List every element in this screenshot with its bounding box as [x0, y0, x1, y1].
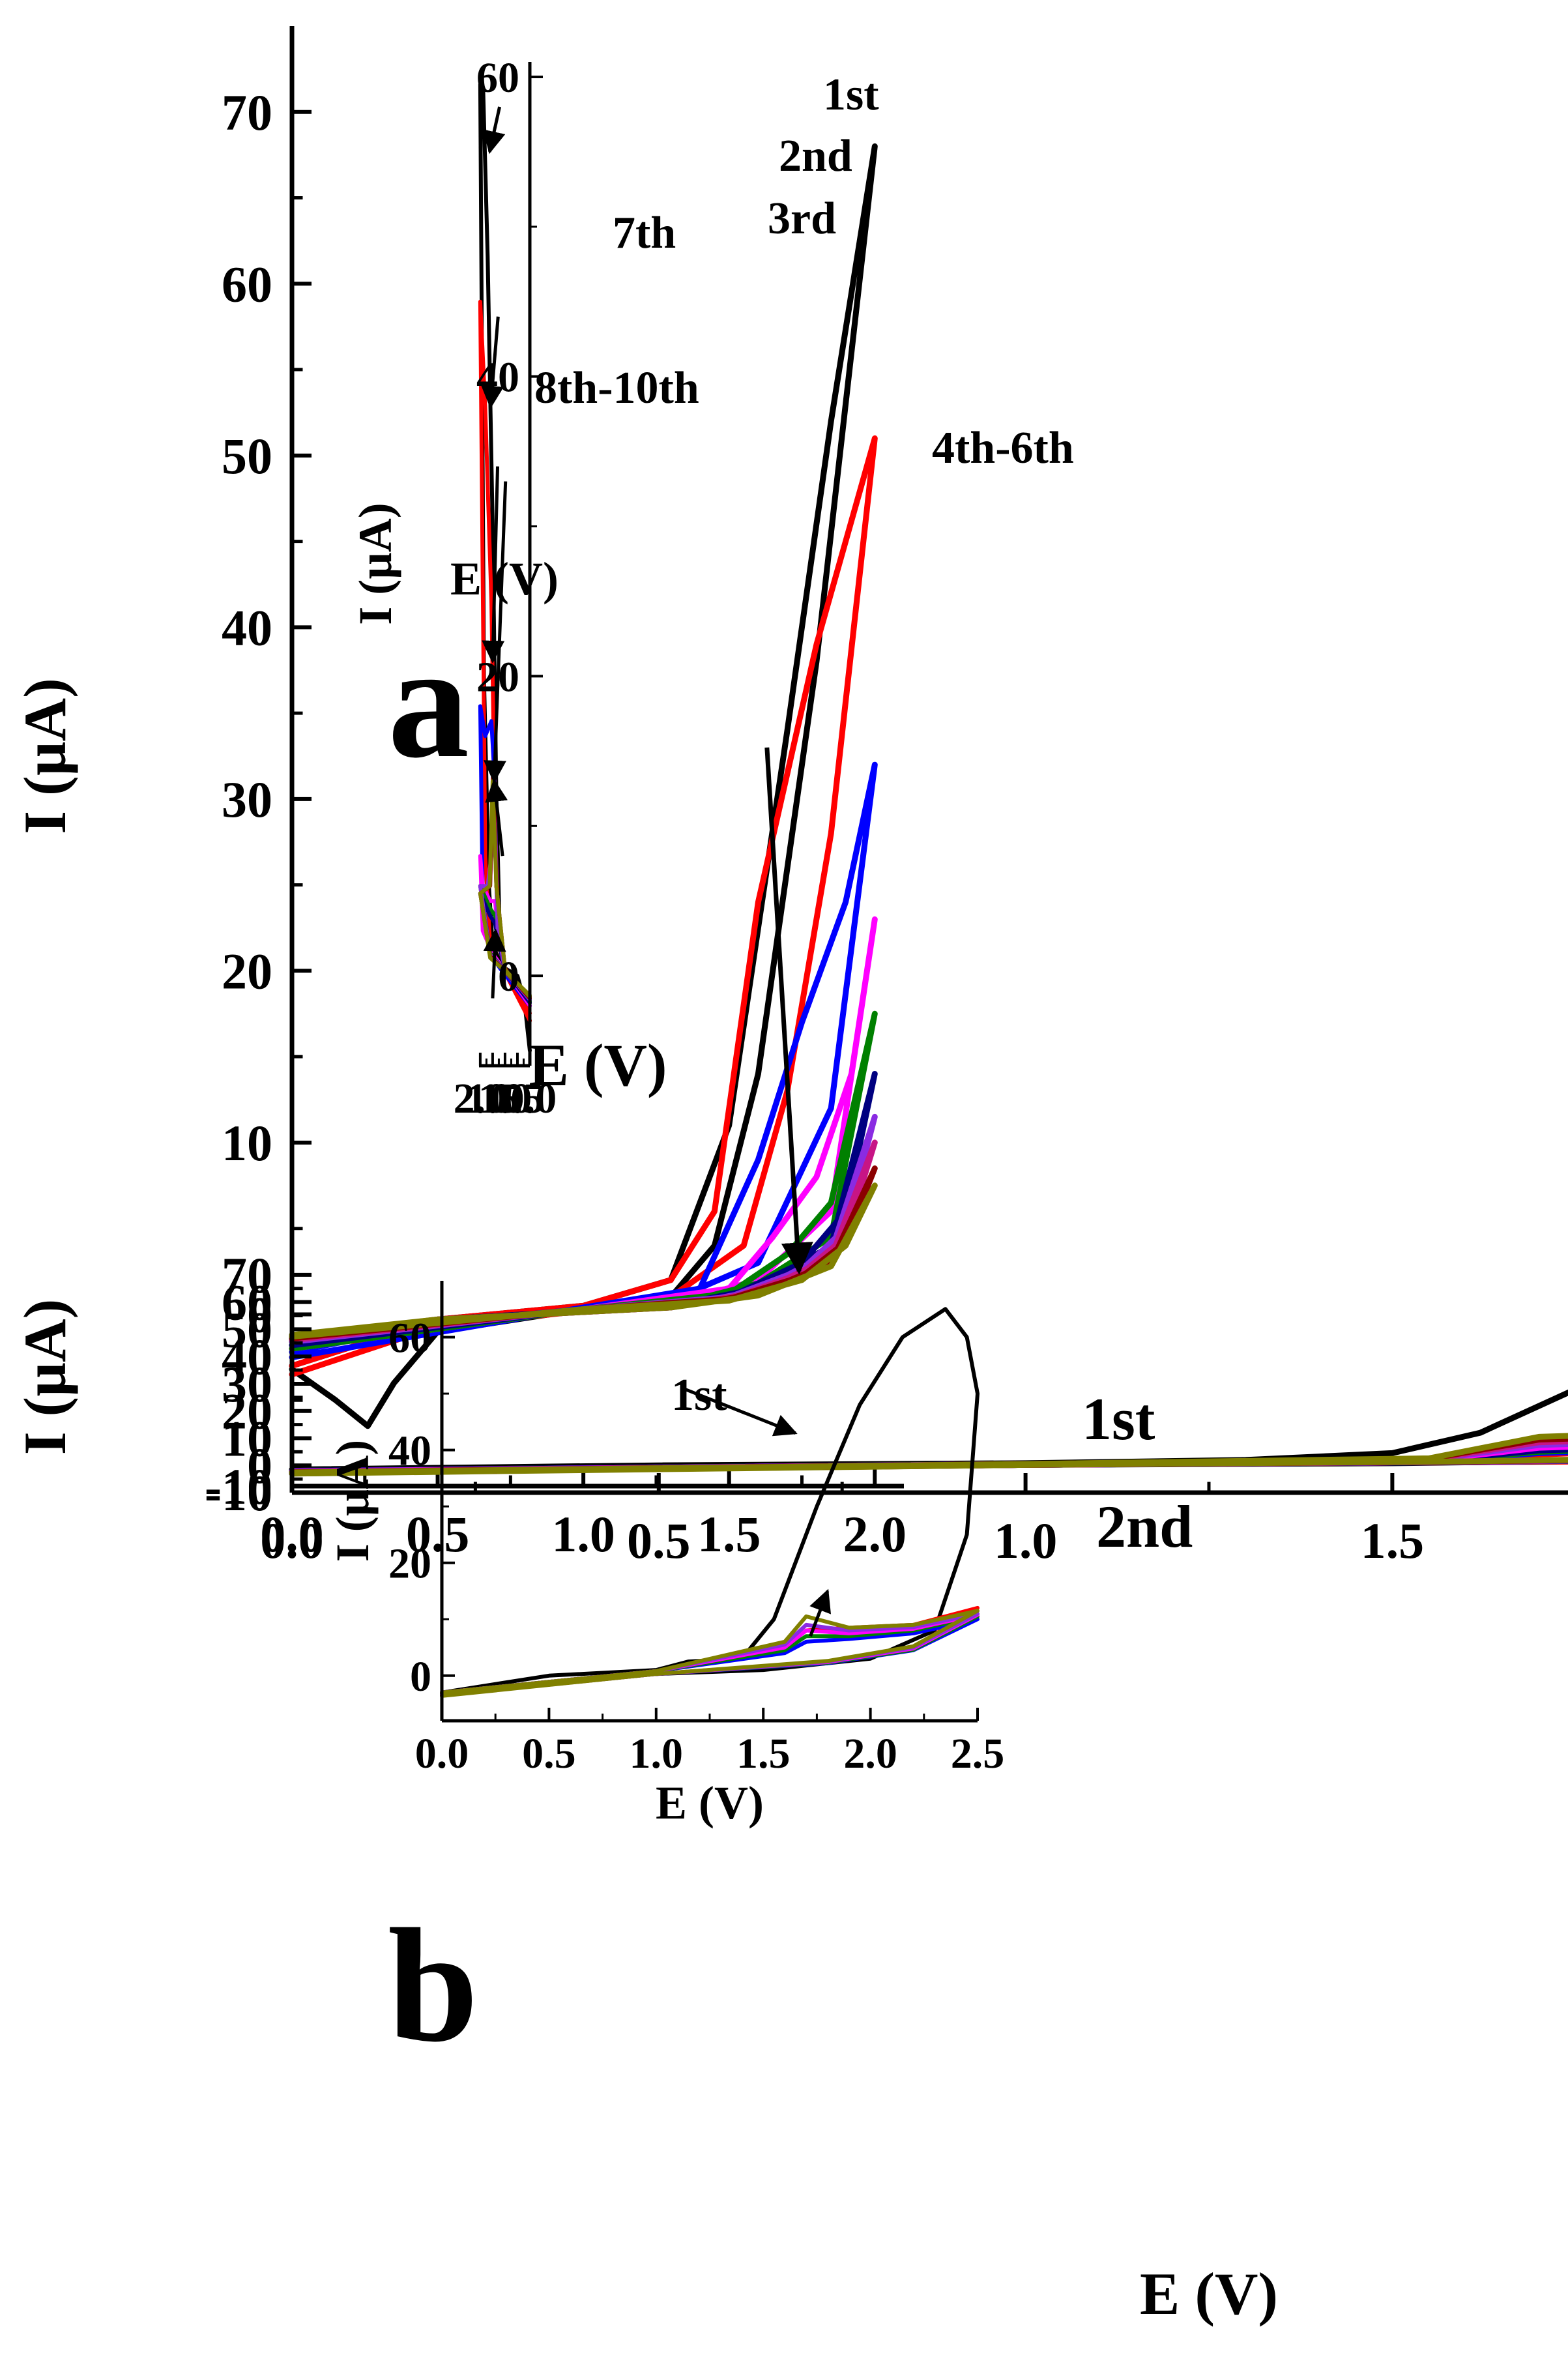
panel-a-x-tick-label: 2.0: [843, 1506, 907, 1562]
panel-b-x-tick-label: 0.5: [627, 1512, 691, 1569]
panel-a-y-tick-label: 50: [222, 428, 272, 484]
panel-b-x-tick-label: 1.5: [1361, 1512, 1425, 1569]
inset-b-series-1st: [440, 1307, 980, 1698]
inset-a-x-tick-label: 2.0: [454, 1075, 508, 1122]
panel-a-y-tick-label: 60: [222, 256, 272, 312]
inset-a-annotation-arrow-2nd: [481, 316, 504, 409]
panel-a-letter: a: [388, 611, 469, 792]
inset-b-label-1st: 1st: [671, 1370, 727, 1420]
inset-a-y-axis-label: I (µA): [349, 503, 401, 624]
inset-a-x-tick-label: 0.0: [503, 1075, 557, 1122]
panel-a-y-tick-label: 70: [222, 84, 272, 141]
inset-a-annotation-arrow-7th: [483, 481, 508, 783]
panel-b-x-tick-label: 1.0: [994, 1512, 1058, 1569]
panel-a-inset-plot: 0.00.51.01.52.00204060E (V)I (µA): [349, 54, 559, 1122]
inset-a-annotation-arrow-4th-6th: [483, 928, 506, 999]
panel-a-annotation-arrow-unlabeled-0: [764, 747, 813, 1275]
panel-b-y-tick-label: -10: [205, 1465, 272, 1521]
inset-a-label-3rd: 3rd: [768, 194, 836, 244]
panel-a-x-axis-label: E (V): [529, 1032, 667, 1098]
panel-b-y-tick-label: 60: [222, 1274, 272, 1331]
inset-b-x-tick-label: 2.5: [951, 1730, 1005, 1777]
inset-b-x-tick-label: 0.0: [415, 1730, 469, 1777]
panel-b-y-axis-label: I (µA): [12, 1299, 78, 1455]
inset-b-x-tick-label: 2.0: [843, 1730, 897, 1777]
panel-b-x-axis-label: E (V): [1140, 2260, 1278, 2327]
panel-b-y-tick-label: 10: [222, 1410, 272, 1467]
inset-a-annotation-arrow-1st: [483, 106, 506, 154]
panel-a-x-tick-label: 1.0: [551, 1506, 615, 1562]
panel-a-y-tick-label: -10: [205, 1458, 272, 1515]
panel-a-x-tick-label: 1.5: [697, 1506, 761, 1562]
inset-b-annotation-arrow-unlabeled-1: [809, 1588, 832, 1637]
inset-a-label-7th: 7th: [613, 208, 676, 258]
inset-a-annotation-arrow-3rd: [482, 466, 505, 664]
panel-b-x-tick-label: 0.0: [260, 1512, 324, 1569]
panel-b-label-2nd: 2nd: [1096, 1493, 1193, 1560]
inset-a-x-axis-label: E (V): [450, 553, 559, 605]
inset-a-x-tick-label: 1.0: [478, 1075, 532, 1122]
inset-a-y-tick-label: 0: [498, 953, 519, 1001]
inset-b-y-tick-label: 60: [388, 1315, 431, 1362]
inset-b-y-tick-label: 40: [388, 1427, 431, 1475]
panel-a-y-axis-label: I (µA): [12, 678, 78, 834]
inset-a-y-tick-label: 40: [476, 354, 519, 402]
inset-b-x-axis-label: E (V): [656, 1777, 764, 1829]
panel-a-x-tick-label: 0.0: [260, 1506, 324, 1562]
panel-b-y-tick-label: 30: [222, 1356, 272, 1412]
panel-a-y-tick-label: 20: [222, 943, 272, 999]
panel-a-y-tick-label: 10: [222, 1115, 272, 1171]
panel-a-y-tick-label: 0: [247, 1286, 272, 1343]
inset-a-annotation-arrow-8th-10th: [485, 778, 508, 856]
inset-a-x-tick-label: 0.5: [491, 1075, 545, 1122]
panel-b-series-10th: [289, 1433, 1568, 1477]
panel-b-y-tick-label: 50: [222, 1301, 272, 1358]
inset-a-label-4th-6th: 4th-6th: [932, 423, 1074, 473]
panel-b-series-1st: [289, 1389, 1568, 1477]
panel-b-y-tick-label: 70: [222, 1247, 272, 1304]
inset-b-x-tick-label: 1.0: [630, 1730, 684, 1777]
panel-a-y-tick-label: 40: [222, 599, 272, 656]
panel-a-y-tick-label: 30: [222, 771, 272, 828]
inset-b-x-tick-label: 1.5: [736, 1730, 791, 1777]
inset-a-label-8th-10th: 8th-10th: [534, 363, 699, 413]
inset-b-y-tick-label: 20: [388, 1540, 431, 1588]
inset-a-x-tick-label: 1.5: [466, 1075, 520, 1122]
panel-b-y-tick-label: 40: [222, 1328, 272, 1385]
inset-a-y-tick-label: 60: [476, 54, 519, 102]
panel-b-letter: b: [388, 1895, 478, 2076]
panel-b-y-tick-label: 0: [247, 1437, 272, 1494]
panel-a-x-tick-label: 0.5: [406, 1506, 470, 1562]
inset-b-annotation-arrow-1st: [681, 1386, 798, 1437]
panel-b-label-1st: 1st: [1082, 1386, 1155, 1452]
inset-a-label-2nd: 2nd: [779, 131, 852, 181]
inset-b-y-tick-label: 0: [410, 1653, 431, 1701]
inset-b-series-7th: [440, 1609, 980, 1698]
panel-a-series-10th: [289, 1182, 878, 1340]
panel-b-y-tick-label: 20: [222, 1383, 272, 1440]
inset-b-x-tick-label: 0.5: [522, 1730, 576, 1777]
inset-a-label-1st: 1st: [823, 70, 879, 120]
inset-b-y-axis-label: I (µA): [327, 1440, 379, 1562]
